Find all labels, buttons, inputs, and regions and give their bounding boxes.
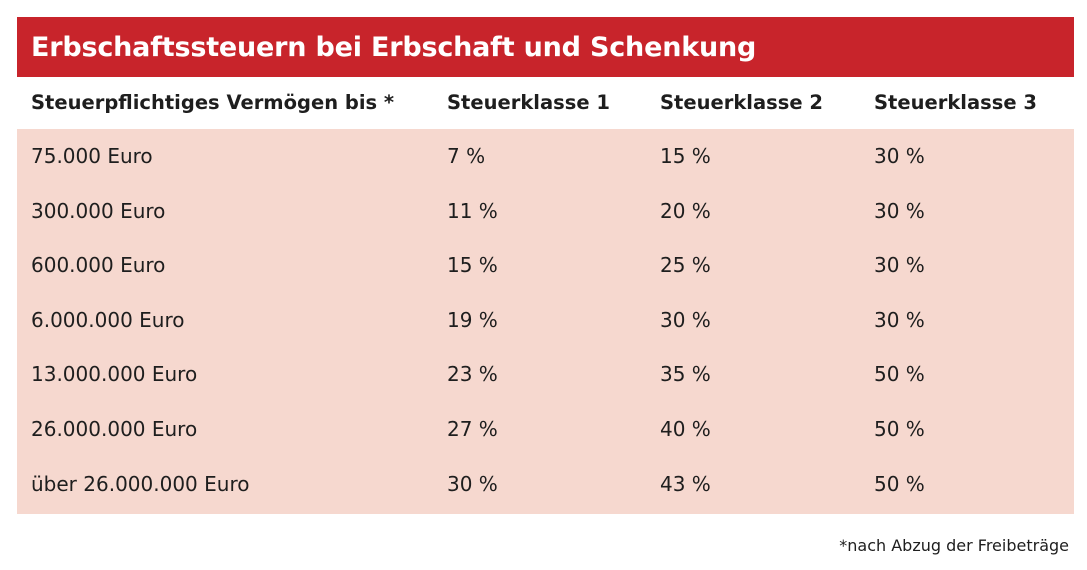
cell-tax-class-3: 30 % xyxy=(874,253,925,278)
cell-assets: 26.000.000 Euro xyxy=(31,417,198,441)
cell-tax-class-3: 50 % xyxy=(874,471,925,496)
table-row: 6.000.000 Euro 19 % 30 % 30 % xyxy=(17,293,1074,348)
cell-assets: 75.000 Euro xyxy=(31,144,153,168)
cell-tax-class-2: 30 % xyxy=(660,307,711,332)
header-assets: Steuerpflichtiges Vermögen bis * xyxy=(31,91,395,114)
cell-tax-class-2: 40 % xyxy=(660,417,711,441)
cell-tax-class-3: 50 % xyxy=(874,417,925,441)
header-tax-class-2: Steuerklasse 2 xyxy=(660,91,823,114)
table-title-bar: Erbschaftssteuern bei Erbschaft und Sche… xyxy=(17,17,1074,77)
cell-tax-class-3: 50 % xyxy=(874,362,925,387)
cell-tax-class-2: 15 % xyxy=(660,144,711,168)
table-row: über 26.000.000 Euro 30 % 43 % 50 % xyxy=(17,457,1074,512)
cell-tax-class-3: 30 % xyxy=(874,307,925,332)
cell-assets: 300.000 Euro xyxy=(31,198,166,223)
cell-tax-class-2: 25 % xyxy=(660,253,711,278)
cell-tax-class-1: 15 % xyxy=(447,253,498,278)
cell-tax-class-2: 35 % xyxy=(660,362,711,387)
cell-tax-class-2: 20 % xyxy=(660,198,711,223)
cell-tax-class-1: 23 % xyxy=(447,362,498,387)
header-tax-class-3: Steuerklasse 3 xyxy=(874,91,1037,114)
cell-tax-class-3: 30 % xyxy=(874,144,925,168)
cell-assets: 600.000 Euro xyxy=(31,253,166,278)
cell-assets: 13.000.000 Euro xyxy=(31,362,198,387)
cell-tax-class-1: 19 % xyxy=(447,307,498,332)
table-body: 75.000 Euro 7 % 15 % 30 % 300.000 Euro 1… xyxy=(17,129,1074,514)
table-row: 300.000 Euro 11 % 20 % 30 % xyxy=(17,184,1074,239)
cell-tax-class-1: 7 % xyxy=(447,144,486,168)
cell-tax-class-1: 27 % xyxy=(447,417,498,441)
cell-assets: über 26.000.000 Euro xyxy=(31,471,250,496)
cell-tax-class-3: 30 % xyxy=(874,198,925,223)
header-tax-class-1: Steuerklasse 1 xyxy=(447,91,610,114)
cell-tax-class-1: 30 % xyxy=(447,471,498,496)
table-header-row: Steuerpflichtiges Vermögen bis * Steuerk… xyxy=(17,77,1074,129)
cell-tax-class-1: 11 % xyxy=(447,198,498,223)
table-title: Erbschaftssteuern bei Erbschaft und Sche… xyxy=(31,31,757,63)
table-row: 26.000.000 Euro 27 % 40 % 50 % xyxy=(17,402,1074,457)
footnote: *nach Abzug der Freibeträge xyxy=(839,536,1069,555)
cell-tax-class-2: 43 % xyxy=(660,471,711,496)
table-row: 75.000 Euro 7 % 15 % 30 % xyxy=(17,129,1074,184)
table-row: 600.000 Euro 15 % 25 % 30 % xyxy=(17,238,1074,293)
cell-assets: 6.000.000 Euro xyxy=(31,307,185,332)
table-row: 13.000.000 Euro 23 % 35 % 50 % xyxy=(17,347,1074,402)
